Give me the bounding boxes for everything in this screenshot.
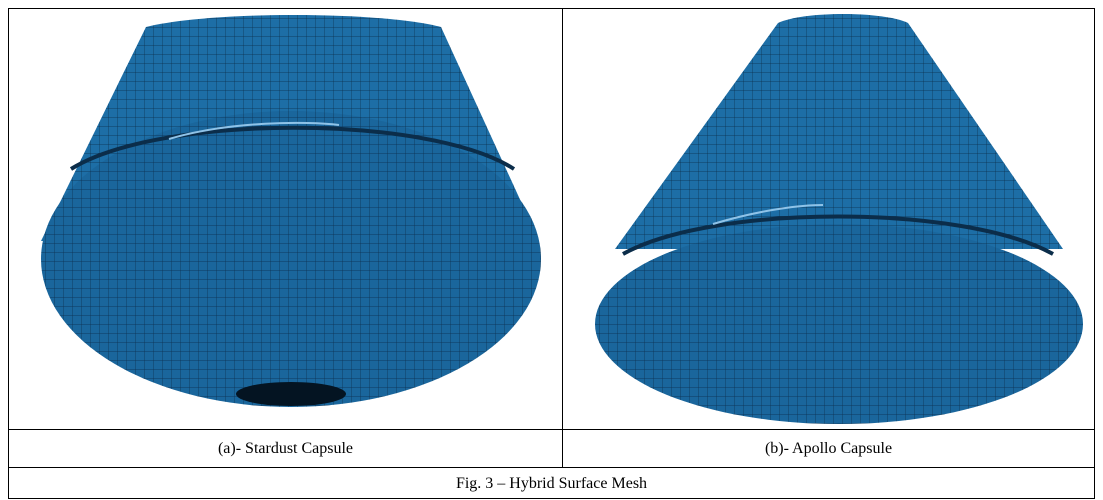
apollo-image — [563, 9, 1094, 429]
stardust-image — [9, 9, 563, 429]
apollo-mesh — [563, 9, 1094, 429]
figure-table: (a)- Stardust Capsule (b)- Apollo Capsul… — [8, 8, 1095, 499]
panel-caption: (b)- Apollo Capsule — [563, 429, 1094, 467]
panel-caption: (a)- Stardust Capsule — [9, 429, 563, 467]
figure-caption: Fig. 3 – Hybrid Surface Mesh — [9, 467, 1094, 499]
stardust-mesh — [9, 9, 562, 429]
page: (a)- Stardust Capsule (b)- Apollo Capsul… — [0, 0, 1103, 500]
